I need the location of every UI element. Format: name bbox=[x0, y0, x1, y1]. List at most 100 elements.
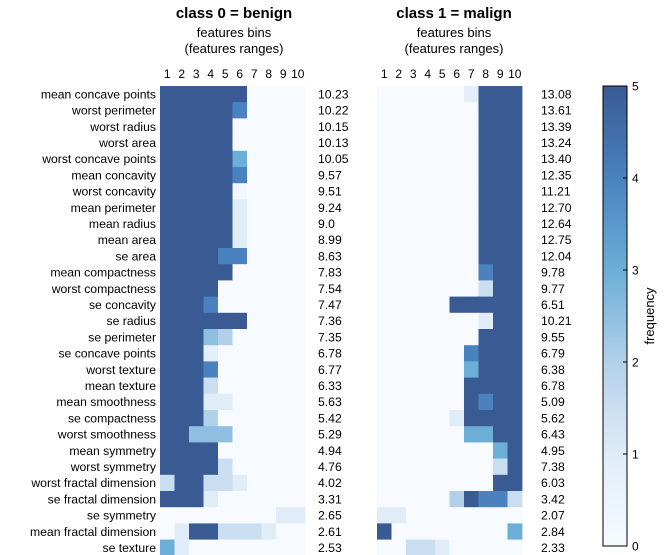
heatmap-cell bbox=[507, 507, 523, 524]
score-label: 13.39 bbox=[541, 120, 572, 134]
heatmap-cell bbox=[247, 377, 262, 395]
heatmap-cell bbox=[232, 134, 248, 152]
heatmap-cell bbox=[261, 442, 277, 459]
heatmap-cell bbox=[406, 410, 421, 427]
score-label: 6.78 bbox=[541, 379, 565, 393]
heatmap-cell bbox=[218, 474, 233, 492]
heatmap-cell bbox=[464, 215, 479, 233]
heatmap-cell bbox=[290, 134, 306, 152]
heatmap-cell bbox=[435, 345, 450, 362]
heatmap-cell bbox=[189, 361, 204, 378]
heatmap-cell bbox=[478, 345, 494, 362]
heatmap-cell bbox=[435, 507, 450, 524]
heatmap-cell bbox=[449, 264, 465, 281]
heatmap-cell bbox=[377, 507, 392, 524]
heatmap-cell bbox=[406, 102, 421, 119]
score-label: 9.77 bbox=[541, 282, 565, 296]
heatmap-cell bbox=[174, 264, 190, 281]
heatmap-cell bbox=[493, 539, 508, 555]
heatmap-cell bbox=[507, 280, 523, 297]
heatmap-cell bbox=[261, 410, 277, 427]
heatmap-cell bbox=[391, 215, 407, 233]
heatmap-cell bbox=[435, 199, 450, 216]
heatmap-cell bbox=[261, 167, 277, 184]
heatmap-cell bbox=[406, 231, 421, 249]
heatmap-cell bbox=[174, 539, 190, 555]
heatmap-cell bbox=[160, 215, 175, 233]
heatmap-cell bbox=[203, 474, 219, 492]
heatmap-cell bbox=[420, 264, 436, 281]
heatmap-cell bbox=[218, 426, 233, 443]
feature-label: worst smoothness bbox=[57, 428, 156, 442]
heatmap-cell bbox=[493, 329, 508, 346]
heatmap-cell bbox=[261, 491, 277, 508]
heatmap-cell bbox=[247, 474, 262, 492]
heatmap-cell bbox=[276, 361, 291, 378]
heatmap-cell bbox=[232, 150, 248, 168]
colorbar-tick-label: 4 bbox=[632, 172, 639, 186]
heatmap-cell bbox=[290, 345, 306, 362]
heatmap-cell bbox=[247, 167, 262, 184]
heatmap-cell bbox=[232, 199, 248, 216]
heatmap-cell bbox=[218, 361, 233, 378]
heatmap-cell bbox=[261, 345, 277, 362]
heatmap-cell bbox=[464, 150, 479, 168]
heatmap-cell bbox=[189, 442, 204, 459]
bin-label: 3 bbox=[410, 67, 417, 81]
heatmap-cell bbox=[493, 458, 508, 476]
feature-label: worst perimeter bbox=[71, 104, 156, 118]
heatmap-cell bbox=[160, 248, 175, 265]
score-label: 12.64 bbox=[541, 217, 572, 231]
heatmap-cell bbox=[203, 134, 219, 152]
heatmap-cell bbox=[174, 410, 190, 427]
heatmap-cell bbox=[377, 426, 392, 443]
heatmap-cell bbox=[218, 231, 233, 249]
heatmap-cell bbox=[391, 539, 407, 555]
heatmap-cell bbox=[464, 539, 479, 555]
heatmap-cell bbox=[189, 345, 204, 362]
heatmap-cell bbox=[449, 280, 465, 297]
heatmap-cell bbox=[174, 150, 190, 168]
heatmap-cell bbox=[478, 329, 494, 346]
heatmap-cell bbox=[160, 264, 175, 281]
heatmap-cell bbox=[406, 507, 421, 524]
heatmap-cell bbox=[449, 296, 465, 314]
heatmap-cell bbox=[160, 118, 175, 135]
heatmap-cell bbox=[261, 361, 277, 378]
heatmap-cell bbox=[218, 86, 233, 103]
heatmap-cell bbox=[435, 215, 450, 233]
heatmap-cell bbox=[232, 393, 248, 411]
heatmap-cell bbox=[160, 410, 175, 427]
heatmap-cell bbox=[406, 474, 421, 492]
heatmap-cell bbox=[218, 491, 233, 508]
heatmap-cell bbox=[247, 102, 262, 119]
feature-label: se compactness bbox=[68, 411, 156, 425]
heatmap-cell bbox=[276, 102, 291, 119]
feature-label: worst concave points bbox=[41, 152, 156, 166]
heatmap-cell bbox=[435, 329, 450, 346]
heatmap-cell bbox=[189, 264, 204, 281]
heatmap-cell bbox=[203, 248, 219, 265]
heatmap-cell bbox=[203, 215, 219, 233]
heatmap-cell bbox=[160, 393, 175, 411]
heatmap-cell bbox=[174, 329, 190, 346]
heatmap-cell bbox=[377, 248, 392, 265]
heatmap-cell bbox=[435, 118, 450, 135]
heatmap-cell bbox=[449, 458, 465, 476]
heatmap-cell bbox=[449, 150, 465, 168]
heatmap-cell bbox=[478, 393, 494, 411]
heatmap-cell bbox=[174, 167, 190, 184]
heatmap-cell bbox=[160, 507, 175, 524]
heatmap-cell bbox=[391, 474, 407, 492]
heatmap-cell bbox=[507, 539, 523, 555]
bin-label: 1 bbox=[381, 67, 388, 81]
heatmap-cell bbox=[276, 329, 291, 346]
heatmap-cell bbox=[276, 118, 291, 135]
bin-label: 2 bbox=[178, 67, 185, 81]
heatmap-cell bbox=[377, 264, 392, 281]
heatmap-cell bbox=[247, 507, 262, 524]
heatmap-cell bbox=[290, 329, 306, 346]
heatmap-cell bbox=[406, 458, 421, 476]
heatmap-cell bbox=[232, 231, 248, 249]
score-label: 2.53 bbox=[318, 541, 342, 555]
